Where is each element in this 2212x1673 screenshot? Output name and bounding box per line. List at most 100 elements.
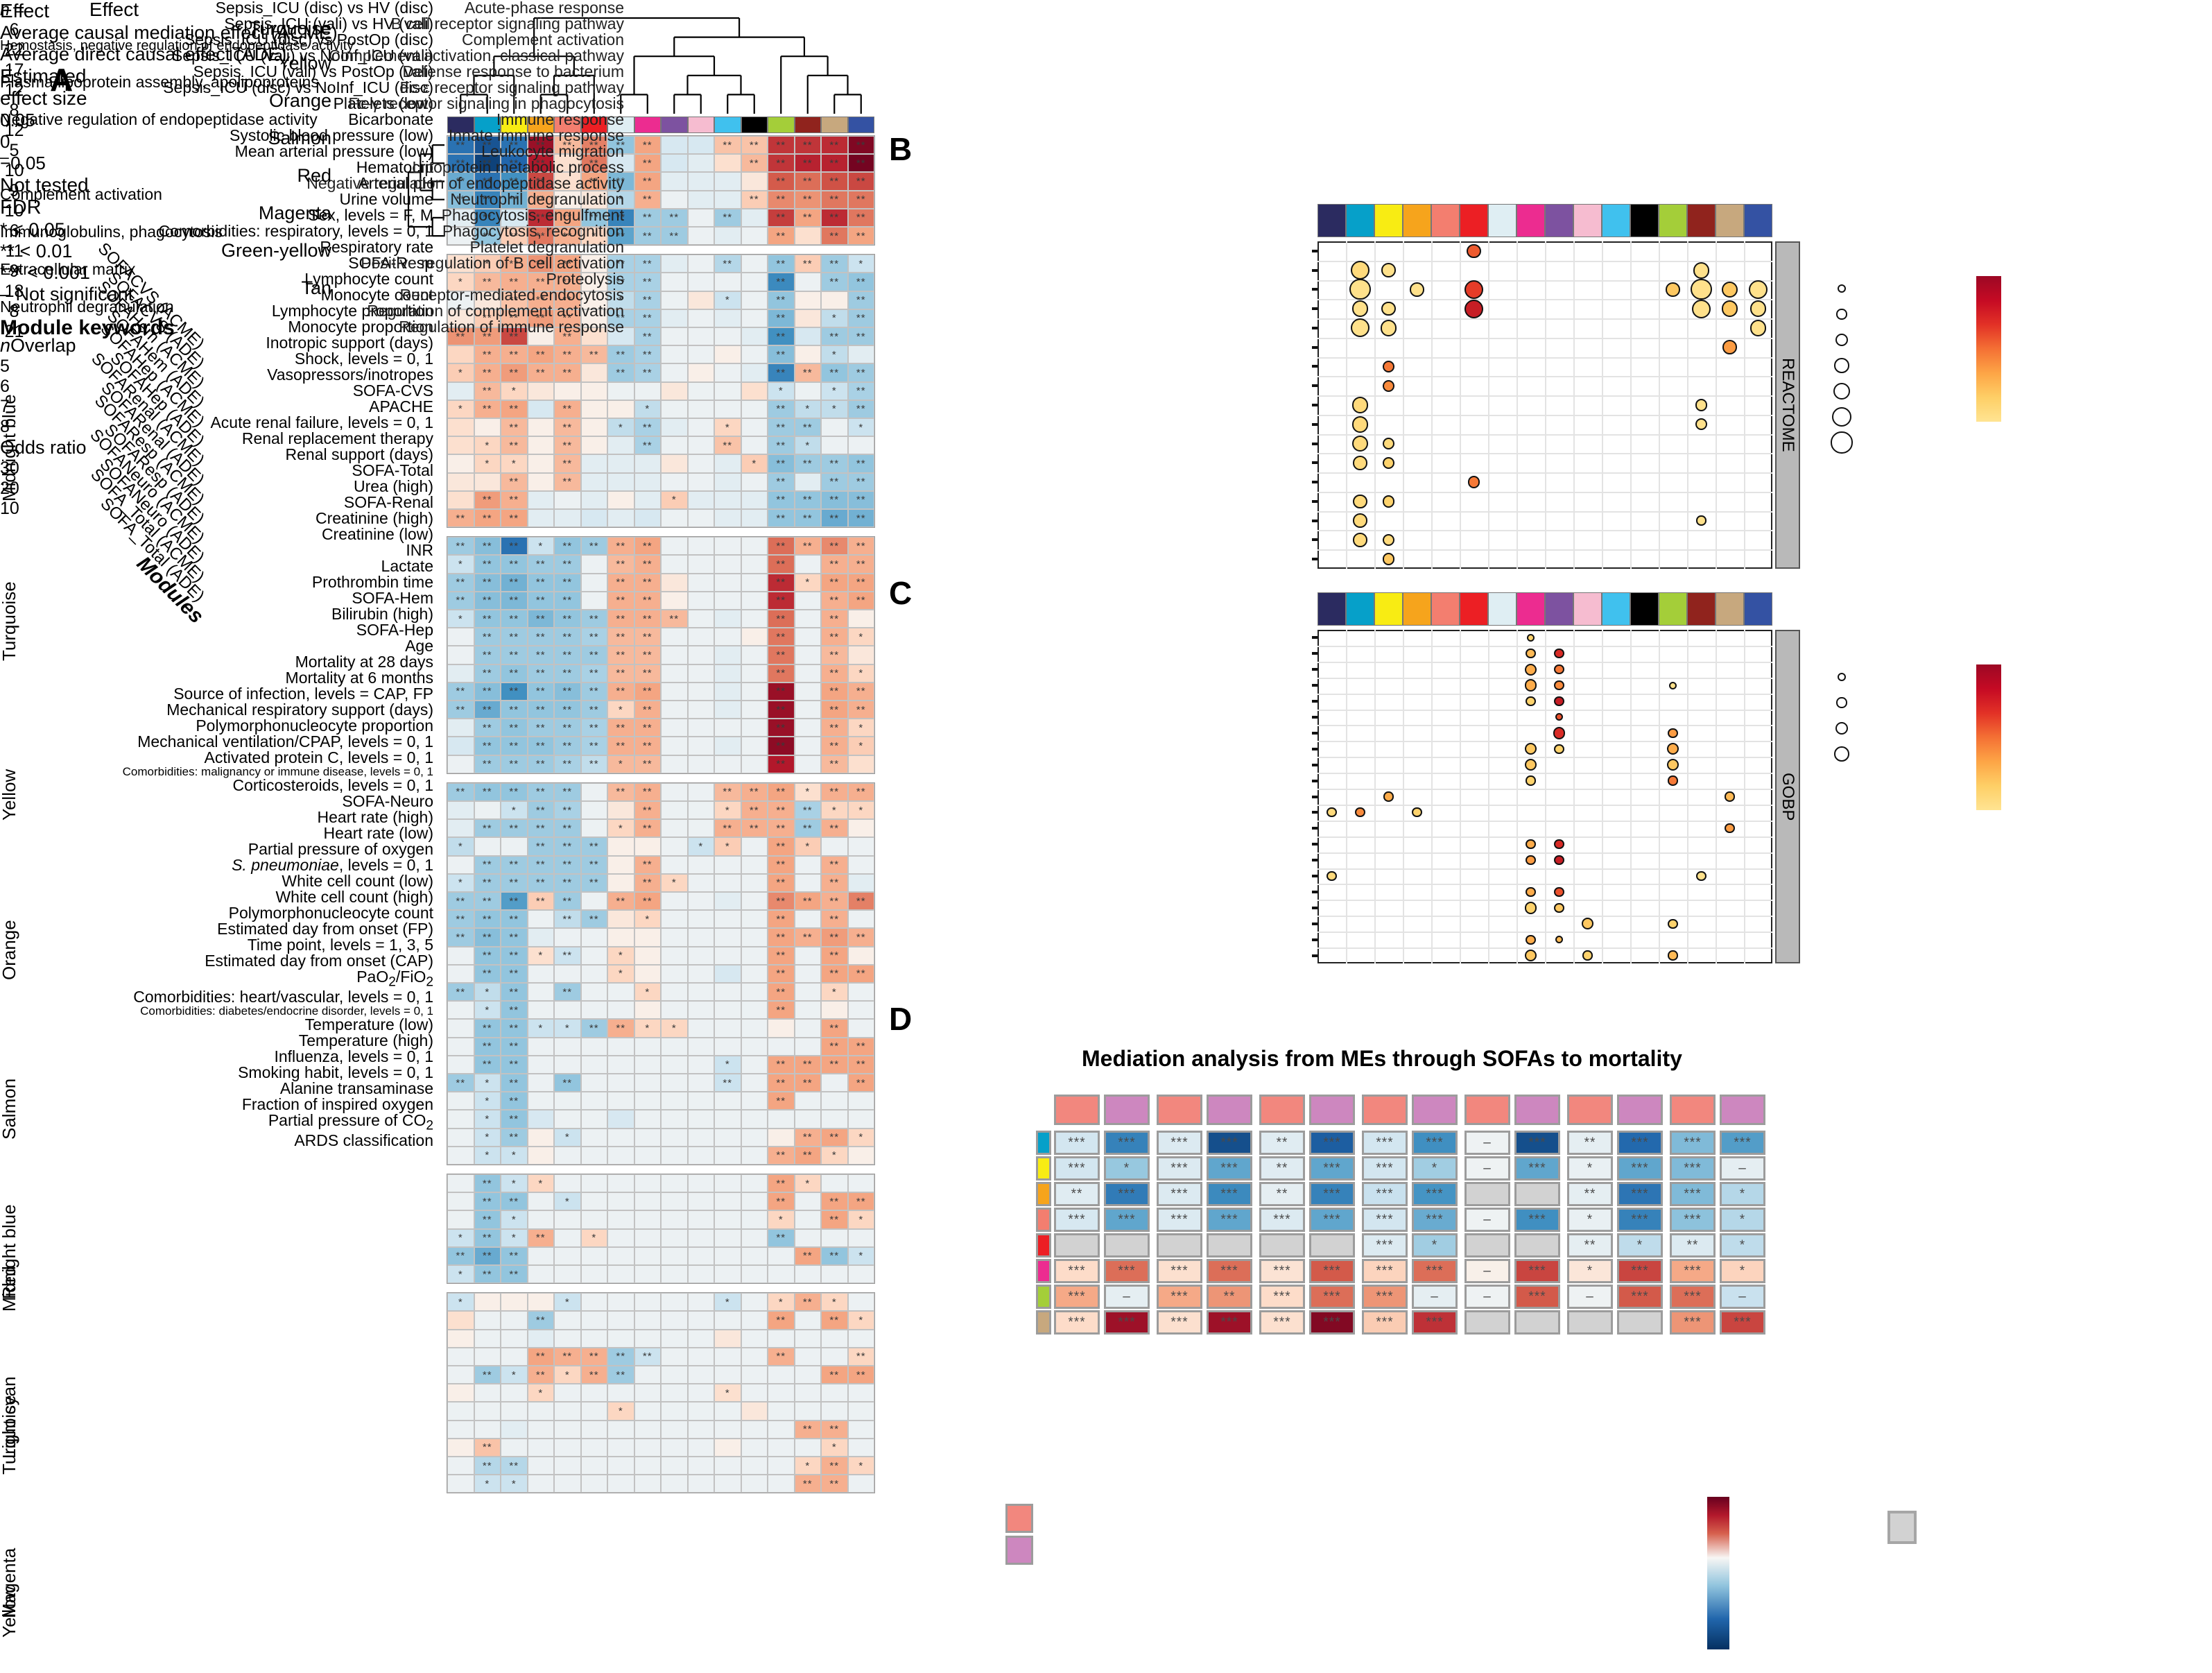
gridline-h xyxy=(1317,773,1772,775)
mediation-cell: *** xyxy=(1309,1156,1355,1181)
gridline-h xyxy=(1317,900,1772,902)
heatmap-cell xyxy=(687,537,714,556)
heatmap-cell: ** xyxy=(768,782,795,801)
heatmap-cell xyxy=(661,136,688,155)
heatmap-cell xyxy=(607,490,634,509)
heatmap-cell: ** xyxy=(554,208,581,227)
heatmap-cell: ** xyxy=(821,1366,848,1384)
dot xyxy=(1410,282,1424,297)
heatmap-cell: ** xyxy=(580,682,607,701)
significance-stars: ** xyxy=(776,558,786,570)
significance-stars: ** xyxy=(802,1423,813,1436)
fdr-mark: * xyxy=(1587,1160,1593,1176)
significance-stars: * xyxy=(805,786,811,798)
fdr-mark: *** xyxy=(1631,1289,1649,1304)
heatmap-cell xyxy=(661,309,688,327)
heatmap-cell: ** xyxy=(768,555,795,574)
module-band-swatch-4 xyxy=(554,117,581,133)
significance-stars: ** xyxy=(456,194,466,206)
heatmap-cell xyxy=(821,1265,848,1284)
side-strip: GOBP xyxy=(1775,630,1800,963)
significance-stars: * xyxy=(725,804,730,816)
dot xyxy=(1554,886,1564,898)
mediation-cell: *** xyxy=(1309,1285,1355,1309)
fdr-mark: – xyxy=(1483,1289,1492,1304)
heatmap-cell xyxy=(714,682,741,701)
significance-stars: ** xyxy=(829,1058,840,1071)
significance-stars: ** xyxy=(616,257,626,270)
heatmap-cell xyxy=(661,1311,688,1330)
heatmap-cell xyxy=(794,1192,821,1211)
heatmap-cell: ** xyxy=(741,154,768,173)
heatmap-cell: ** xyxy=(501,255,528,273)
significance-stars: ** xyxy=(776,703,786,716)
mediation-cell xyxy=(1054,1233,1100,1258)
significance-stars: ** xyxy=(562,576,573,589)
heatmap-cell: ** xyxy=(847,509,874,528)
heatmap-cell: ** xyxy=(768,436,795,455)
axis-tick xyxy=(1312,636,1317,640)
heatmap-cell xyxy=(687,1420,714,1439)
heatmap-cell: ** xyxy=(768,291,795,309)
mediation-cell: *** xyxy=(1104,1259,1150,1283)
heatmap-cell: ** xyxy=(501,472,528,491)
significance-stars: ** xyxy=(482,512,492,524)
heatmap-cell xyxy=(847,1402,874,1421)
heatmap-cell: ** xyxy=(847,892,874,911)
heatmap-cell xyxy=(527,509,554,528)
significance-stars: ** xyxy=(802,1296,813,1308)
gridline-v xyxy=(1460,630,1461,963)
heatmap-cell: ** xyxy=(794,1074,821,1092)
mediation-cell xyxy=(1514,1310,1560,1335)
significance-stars: ** xyxy=(856,786,866,798)
heatmap-cell xyxy=(687,873,714,892)
significance-stars: ** xyxy=(856,1076,866,1089)
heatmap-cell xyxy=(687,1311,714,1330)
heatmap-cell xyxy=(794,719,821,737)
heatmap-cell: ** xyxy=(768,755,795,773)
heatmap-cell: ** xyxy=(794,892,821,911)
effect-header-acme xyxy=(1157,1095,1202,1125)
heatmap-cell xyxy=(447,418,474,437)
effect-header-acme xyxy=(1054,1095,1100,1125)
heatmap-cell: ** xyxy=(554,400,581,418)
heatmap-cell xyxy=(794,327,821,346)
heatmap-cell: ** xyxy=(634,345,661,364)
heatmap-cell xyxy=(821,436,848,455)
heatmap-cell: ** xyxy=(634,208,661,227)
fdr-mark: *** xyxy=(1170,1135,1189,1150)
heatmap-cell: ** xyxy=(554,436,581,455)
heatmap-cell xyxy=(687,801,714,820)
heatmap-cell: ** xyxy=(554,363,581,382)
significance-stars: ** xyxy=(829,1250,840,1262)
heatmap-cell xyxy=(687,1192,714,1211)
heatmap-cell xyxy=(687,1128,714,1147)
significance-stars: ** xyxy=(802,175,813,187)
fdr-mark: *** xyxy=(1631,1160,1649,1176)
mediation-cell: * xyxy=(1567,1208,1613,1232)
heatmap-cell xyxy=(687,819,714,838)
heatmap-cell xyxy=(714,928,741,947)
heatmap-cell xyxy=(794,472,821,491)
fdr-mark: *** xyxy=(1170,1314,1189,1330)
heatmap-cell xyxy=(741,1001,768,1020)
mediation-cell: *** xyxy=(1362,1131,1408,1155)
heatmap-cell: ** xyxy=(821,273,848,291)
gridline-v xyxy=(1517,241,1518,569)
heatmap-cell: ** xyxy=(847,309,874,327)
heatmap-cell xyxy=(741,1192,768,1211)
dot xyxy=(1527,633,1535,642)
significance-stars: ** xyxy=(562,630,573,643)
heatmap-cell: ** xyxy=(554,418,581,437)
heatmap-cell xyxy=(741,363,768,382)
heatmap-cell: ** xyxy=(501,327,528,346)
gridline-v xyxy=(1573,241,1575,569)
heatmap-cell: * xyxy=(847,664,874,683)
heatmap-cell: ** xyxy=(447,136,474,155)
heatmap-cell xyxy=(794,964,821,983)
mediation-cell: *** xyxy=(1670,1259,1716,1283)
mediation-cell: *** xyxy=(1617,1259,1663,1283)
row-label: Lymphocyte count xyxy=(304,270,433,288)
heatmap-cell: ** xyxy=(661,208,688,227)
heatmap-cell: ** xyxy=(554,345,581,364)
